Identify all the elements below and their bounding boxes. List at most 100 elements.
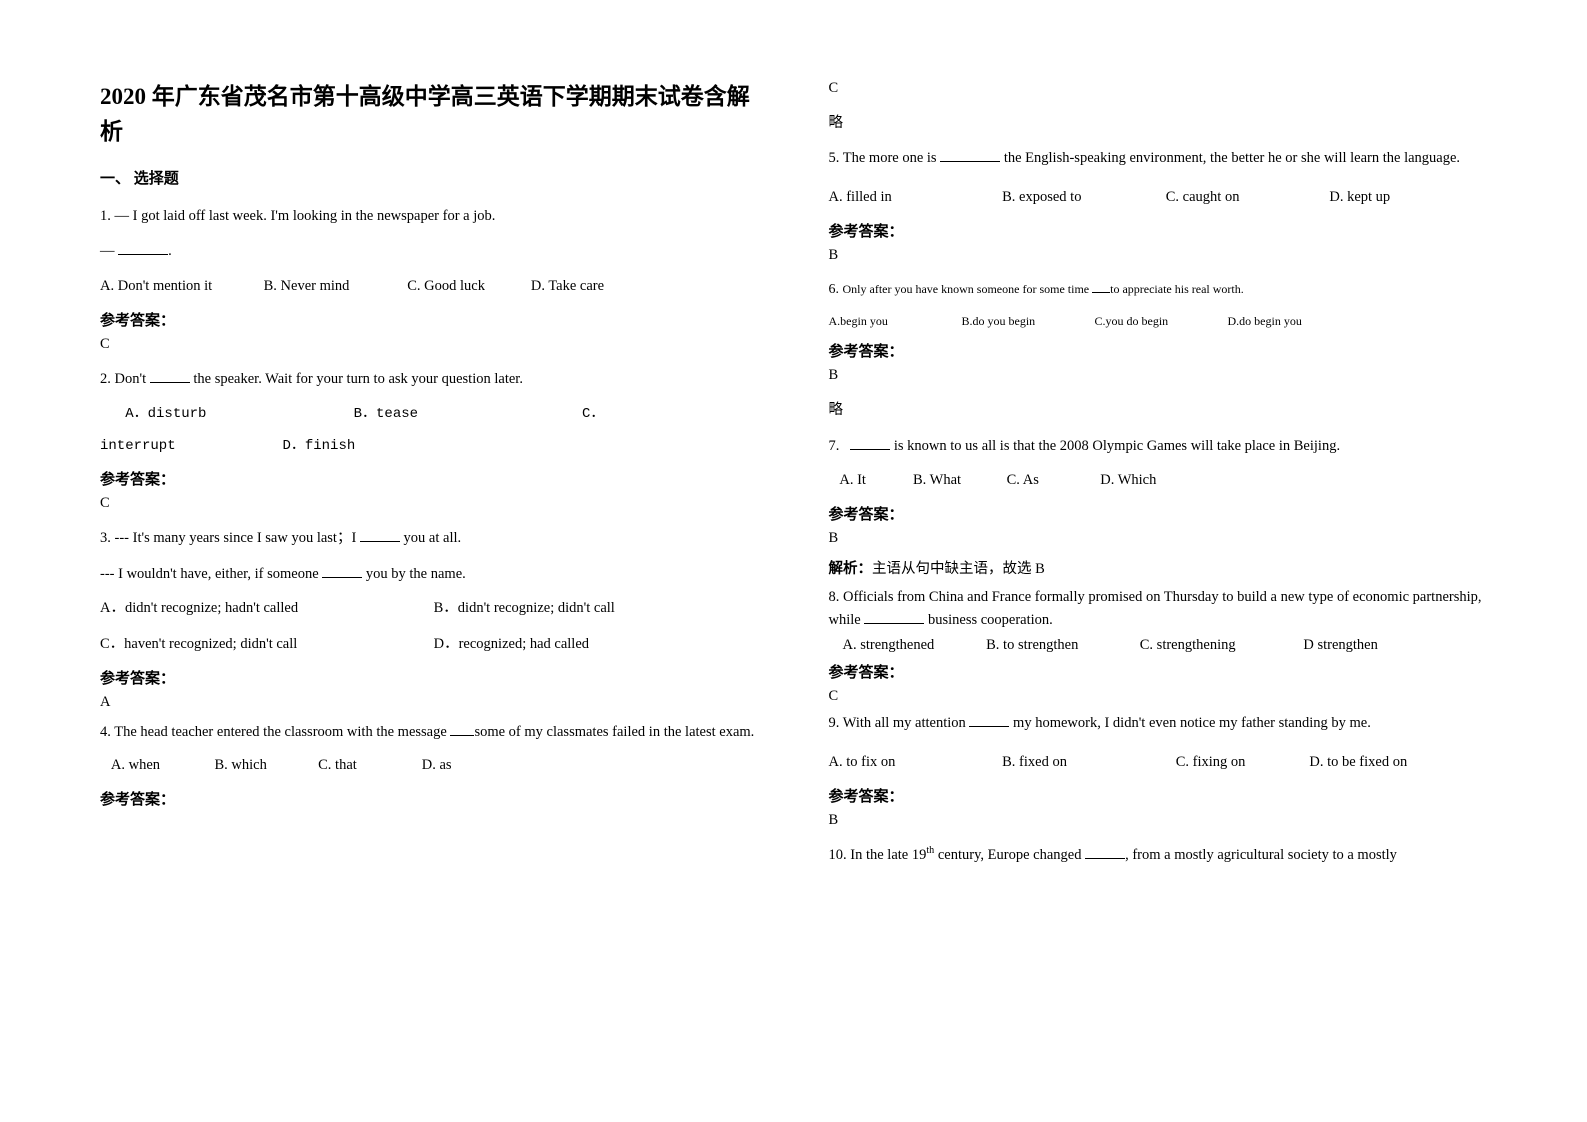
opt-d: D. Which: [1100, 465, 1156, 497]
answer-value: A: [100, 694, 769, 711]
opt-d: D．finish: [282, 438, 355, 454]
q-line: — I got laid off last week. I'm looking …: [115, 208, 496, 224]
explain-text: 主语从句中缺主语，故选 B: [872, 561, 1045, 577]
blank: [969, 713, 1009, 727]
opt-c: C.you do begin: [1095, 308, 1225, 334]
q-post: , from a mostly agricultural society to …: [1125, 847, 1397, 863]
answer-value: C: [829, 688, 1498, 705]
q-line1-post: business cooperation.: [924, 612, 1052, 628]
answer-value: B: [829, 247, 1498, 264]
answer-label: 参考答案：: [829, 661, 1498, 682]
q-post: is known to us all is that the 2008 Olym…: [890, 438, 1340, 454]
q-pre: With all my attention: [843, 715, 970, 731]
answer-value: C: [100, 495, 769, 512]
opt-d: D. to be fixed on: [1309, 747, 1407, 779]
blank: [360, 528, 400, 542]
answer-value: B: [829, 812, 1498, 829]
opt-a: A. Don't mention it: [100, 271, 260, 303]
question-10: 10. In the late 19th century, Europe cha…: [829, 839, 1498, 872]
q-number: 7.: [829, 438, 840, 454]
question-3-line2: --- I wouldn't have, either, if someone …: [100, 558, 769, 591]
opt-a: A. when: [111, 750, 211, 782]
question-1-line2: — .: [100, 235, 769, 268]
question-9: 9. With all my attention my homework, I …: [829, 707, 1498, 740]
opt-b: B. What: [913, 465, 1003, 497]
question-6-options: A.begin you B.do you begin C.you do begi…: [829, 308, 1498, 334]
question-3-options: A．didn't recognize; hadn't called B．didn…: [100, 593, 769, 625]
q-number: 5.: [829, 150, 840, 166]
q-number: 4.: [100, 724, 111, 740]
opt-c: C. that: [318, 750, 418, 782]
blank: [940, 148, 1000, 162]
opt-c: C. caught on: [1166, 182, 1326, 214]
q-post: the English-speaking environment, the be…: [1000, 150, 1460, 166]
opt-c-word: interrupt: [100, 438, 176, 454]
question-7-explain: 解析：主语从句中缺主语，故选 B: [829, 557, 1498, 578]
opt-d: D. kept up: [1329, 182, 1390, 214]
answer-label: 参考答案：: [100, 788, 769, 809]
opt-b: B. which: [215, 750, 315, 782]
opt-c: C. As: [1007, 465, 1097, 497]
q-suffix: .: [168, 243, 172, 259]
q-number: 3.: [100, 530, 111, 546]
opt-b: B. fixed on: [1002, 747, 1172, 779]
opt-a: A. filled in: [829, 182, 999, 214]
opt-c: C. strengthening: [1140, 634, 1300, 657]
q-number: 6.: [829, 282, 840, 297]
question-8-options: A. strengthened B. to strengthen C. stre…: [829, 634, 1498, 657]
left-column: 2020 年广东省茂名市第十高级中学高三英语下学期期末试卷含解析 一、 选择题 …: [100, 80, 769, 874]
answer-value: B: [829, 530, 1498, 547]
q-pre: Only after you have known someone for so…: [843, 282, 1093, 296]
q-post: to appreciate his real worth.: [1110, 282, 1244, 296]
q-pre: --- It's many years since I saw you last…: [115, 530, 360, 546]
q-pre: In the late 19: [850, 847, 926, 863]
question-4: 4. The head teacher entered the classroo…: [100, 721, 769, 744]
opt-d: D strengthen: [1303, 634, 1378, 657]
opt-a: A. to fix on: [829, 747, 999, 779]
blank: [864, 610, 924, 624]
q-number: 9.: [829, 715, 840, 731]
opt-a: A. It: [839, 465, 909, 497]
question-1: 1. — I got laid off last week. I'm looki…: [100, 200, 769, 233]
question-3-line1: 3. --- It's many years since I saw you l…: [100, 522, 769, 555]
opt-d: D.do begin you: [1228, 308, 1302, 334]
q-pre: Don't: [115, 371, 150, 387]
question-7: 7. is known to us all is that the 2008 O…: [829, 430, 1498, 463]
question-9-options: A. to fix on B. fixed on C. fixing on D.…: [829, 747, 1498, 779]
q-number: 2.: [100, 371, 111, 387]
question-1-options: A. Don't mention it B. Never mind C. Goo…: [100, 271, 769, 303]
answer-label: 参考答案：: [100, 667, 769, 688]
question-5: 5. The more one is the English-speaking …: [829, 142, 1498, 175]
question-2-options: A．disturb B．tease C． interrupt D．finish: [100, 398, 769, 462]
right-column: C 略 5. The more one is the English-speak…: [829, 80, 1498, 874]
blank: [850, 435, 890, 449]
question-3-options-2: C．haven't recognized; didn't call D．reco…: [100, 629, 769, 661]
question-4-options: A. when B. which C. that D. as: [100, 750, 769, 782]
blank: [450, 722, 474, 736]
opt-b: B．didn't recognize; didn't call: [434, 593, 615, 625]
opt-a: A. strengthened: [843, 634, 983, 657]
q-number: 10.: [829, 847, 847, 863]
opt-d: D. as: [422, 750, 452, 782]
q-pre: The more one is: [843, 150, 940, 166]
q-post: you at all.: [400, 530, 461, 546]
opt-c: C. Good luck: [407, 271, 527, 303]
opt-a: A．disturb: [125, 398, 345, 430]
answer-label: 参考答案：: [100, 468, 769, 489]
page-title: 2020 年广东省茂名市第十高级中学高三英语下学期期末试卷含解析: [100, 80, 769, 149]
opt-c: C．haven't recognized; didn't call: [100, 629, 430, 661]
question-6: 6. Only after you have known someone for…: [829, 274, 1498, 306]
q-post: you by the name.: [362, 566, 466, 582]
blank: [1085, 844, 1125, 858]
opt-b: B. Never mind: [264, 271, 404, 303]
opt-b: B. to strengthen: [986, 634, 1136, 657]
opt-a: A．didn't recognize; hadn't called: [100, 593, 430, 625]
opt-b: B．tease: [354, 398, 574, 430]
question-5-options: A. filled in B. exposed to C. caught on …: [829, 182, 1498, 214]
answer-label: 参考答案：: [829, 503, 1498, 524]
q-post: some of my classmates failed in the late…: [474, 724, 754, 740]
q-pre: The head teacher entered the classroom w…: [114, 724, 450, 740]
q-post: the speaker. Wait for your turn to ask y…: [190, 371, 523, 387]
blank: [1092, 279, 1110, 293]
question-8: 8. Officials from China and France forma…: [829, 586, 1498, 632]
